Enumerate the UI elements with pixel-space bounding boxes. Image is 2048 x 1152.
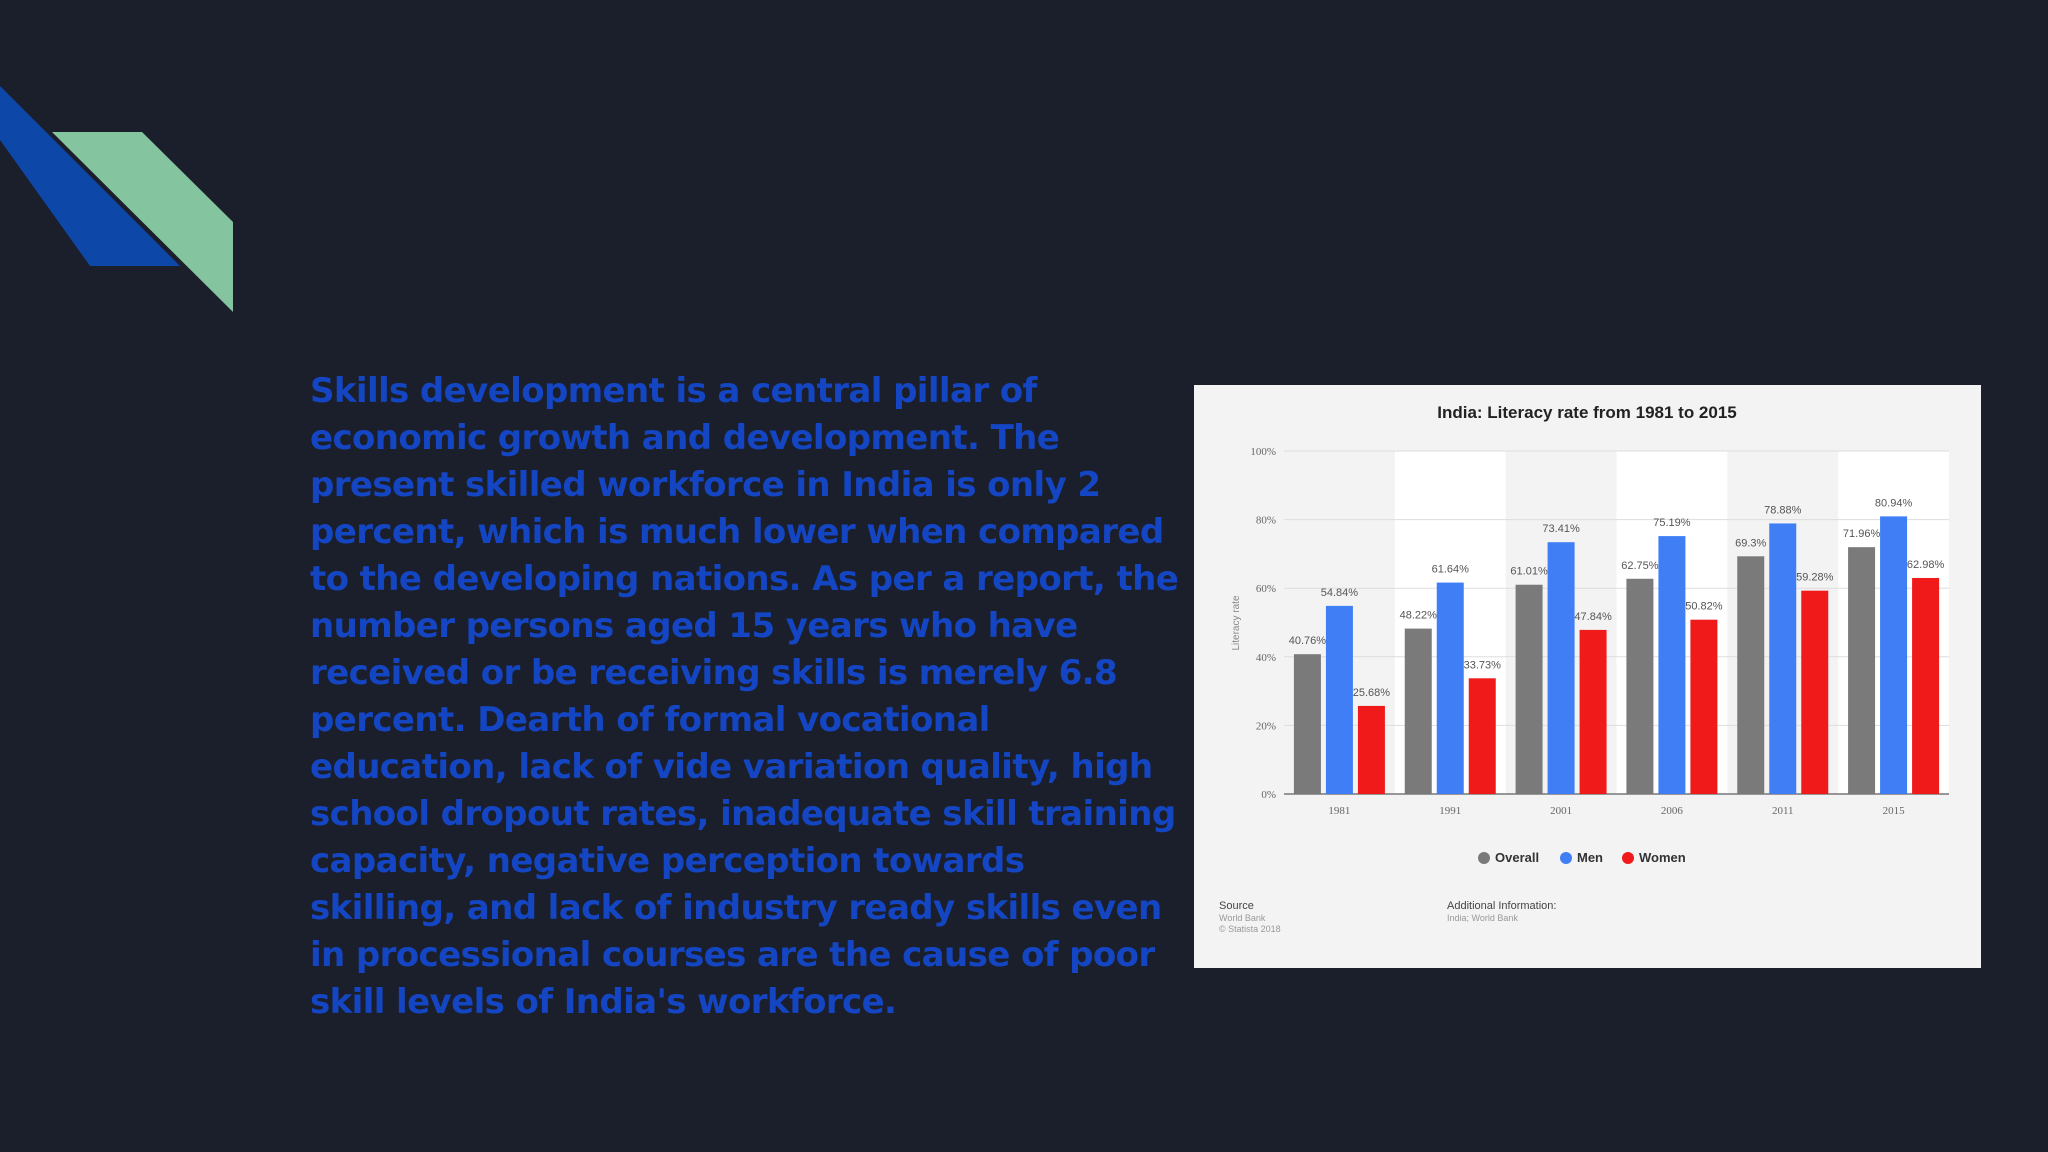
- x-tick-label: 2011: [1772, 805, 1794, 817]
- bar-women: [1801, 590, 1829, 794]
- body-paragraph: Skills development is a central pillar o…: [310, 371, 1179, 1022]
- literacy-chart: India: Literacy rate from 1981 to 2015 L…: [1194, 385, 1981, 968]
- bar-women: [1912, 577, 1940, 794]
- data-label: 80.94%: [1875, 497, 1913, 509]
- y-tick-label: 40%: [1256, 652, 1276, 664]
- data-label: 25.68%: [1353, 687, 1391, 699]
- bar-men: [1880, 516, 1908, 794]
- data-label: 71.96%: [1843, 528, 1881, 540]
- x-tick-label: 2015: [1883, 805, 1906, 817]
- source-line-2: © Statista 2018: [1219, 924, 1281, 934]
- data-label: 75.19%: [1653, 517, 1691, 529]
- data-label: 50.82%: [1685, 601, 1723, 613]
- y-tick-label: 80%: [1256, 515, 1276, 527]
- y-axis-title: Literacy rate: [1231, 595, 1242, 650]
- data-label: 48.22%: [1400, 610, 1438, 622]
- data-label: 78.88%: [1764, 504, 1802, 516]
- bar-overall: [1515, 584, 1543, 794]
- bar-overall: [1848, 547, 1876, 794]
- data-labels: 40.76% 54.84% 25.68% 48.22% 61.64% 33.73% 61.0…: [1289, 497, 1945, 699]
- bar-men: [1547, 542, 1575, 794]
- y-tick-labels: 0% 20% 40% 60% 80% 100%: [1250, 446, 1276, 801]
- legend-marker-overall: [1478, 852, 1490, 864]
- legend-label-overall: Overall: [1495, 850, 1539, 865]
- source-title: Source: [1219, 900, 1254, 912]
- legend-label-men: Men: [1577, 850, 1603, 865]
- y-tick-label: 60%: [1256, 583, 1276, 595]
- bar-men: [1325, 605, 1353, 794]
- chart-title: India: Literacy rate from 1981 to 2015: [1437, 403, 1737, 422]
- legend-marker-men: [1560, 852, 1572, 864]
- deco-green-stripe: [52, 132, 233, 312]
- x-tick-labels: 1981 1991 2001 2006 2011 2015: [1328, 805, 1905, 817]
- source-line-1[interactable]: World Bank: [1219, 913, 1266, 923]
- data-label: 62.98%: [1907, 559, 1945, 571]
- bar-women: [1579, 629, 1607, 794]
- data-label: 54.84%: [1321, 587, 1359, 599]
- bar-overall: [1626, 578, 1654, 794]
- x-tick-label: 2006: [1661, 805, 1684, 817]
- y-tick-label: 20%: [1256, 720, 1276, 732]
- bar-women: [1468, 678, 1496, 794]
- bar-overall: [1293, 654, 1321, 794]
- x-tick-label: 1991: [1439, 805, 1461, 817]
- legend: Overall Men Women: [1478, 850, 1686, 865]
- x-tick-label: 1981: [1328, 805, 1350, 817]
- data-label: 47.84%: [1574, 611, 1612, 623]
- bar-women: [1690, 619, 1718, 794]
- info-line-1: India; World Bank: [1447, 913, 1518, 923]
- legend-label-women: Women: [1639, 850, 1686, 865]
- bar-men: [1658, 536, 1686, 794]
- data-label: 69.3%: [1735, 537, 1766, 549]
- bar-overall: [1404, 628, 1432, 794]
- y-tick-label: 0%: [1261, 789, 1276, 801]
- grid-lines: [1284, 450, 1949, 795]
- x-tick-label: 2001: [1550, 805, 1572, 817]
- bar-men: [1436, 582, 1464, 794]
- deco-blue-stripe: [0, 86, 180, 266]
- chart-footer: Source World Bank © Statista 2018 Additi…: [1219, 900, 1556, 934]
- chart-svg: India: Literacy rate from 1981 to 2015 L…: [1219, 403, 1949, 934]
- y-tick-label: 100%: [1250, 446, 1276, 458]
- data-label: 59.28%: [1796, 572, 1834, 584]
- corner-decoration: [0, 86, 233, 312]
- legend-marker-women: [1622, 852, 1634, 864]
- info-title[interactable]: Additional Information:: [1447, 900, 1556, 912]
- bar-marks: [1293, 516, 1940, 794]
- data-label: 40.76%: [1289, 635, 1327, 647]
- data-label: 61.01%: [1510, 566, 1548, 578]
- bar-men: [1769, 523, 1797, 794]
- data-label: 73.41%: [1542, 523, 1580, 535]
- bar-overall: [1737, 556, 1765, 794]
- data-label: 61.64%: [1432, 564, 1470, 576]
- data-label: 62.75%: [1621, 560, 1659, 572]
- bar-women: [1357, 705, 1385, 794]
- data-label: 33.73%: [1464, 659, 1502, 671]
